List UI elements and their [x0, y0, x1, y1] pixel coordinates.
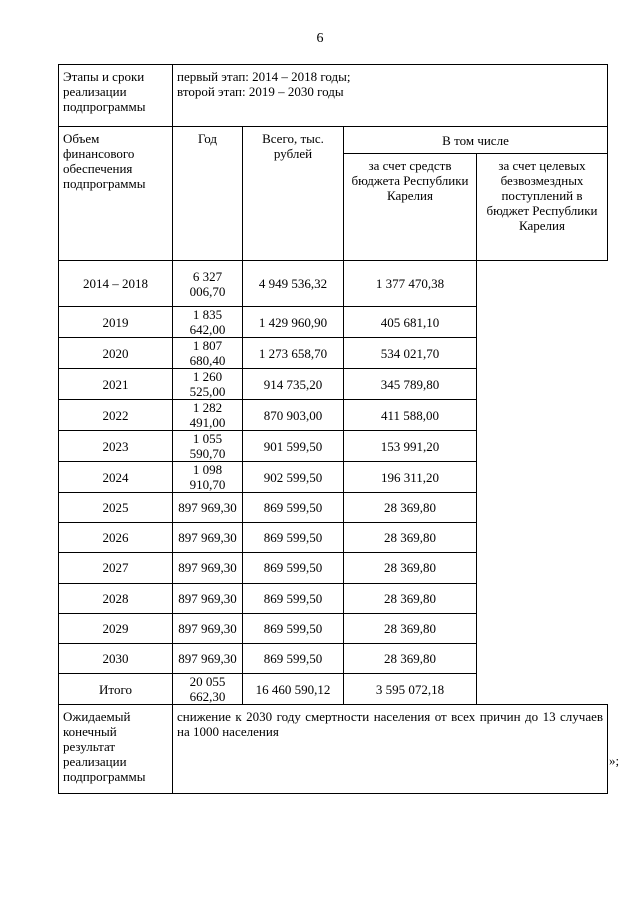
cell-total: 20 055 662,30: [172, 673, 243, 706]
cell-year: 2020: [58, 337, 173, 369]
financing-row: 2024 1 098 910,70 902 599,50 196 311,20: [58, 461, 608, 493]
financing-header-row: Объем финансового обеспечения подпрограм…: [58, 126, 608, 261]
financing-row: 2022 1 282 491,00 870 903,00 411 588,00: [58, 399, 608, 431]
cell-year: 2021: [58, 368, 173, 400]
stage-2: второй этап: 2019 – 2030 годы: [177, 84, 344, 99]
cell-budget: 869 599,50: [242, 491, 344, 524]
financing-row: 2025 897 969,30 869 599,50 28 369,80: [58, 491, 608, 524]
financing-row: 2029 897 969,30 869 599,50 28 369,80: [58, 612, 608, 644]
cell-targeted: 196 311,20: [343, 461, 477, 493]
cell-budget: 16 460 590,12: [242, 673, 344, 706]
cell-year: 2030: [58, 642, 173, 675]
cell-targeted: 28 369,80: [343, 491, 477, 524]
cell-total: 897 969,30: [172, 552, 243, 584]
cell-year: 2025: [58, 491, 173, 524]
header-budget: за счет средств бюджета Республики Карел…: [343, 153, 477, 261]
result-row: Ожидаемый конечный результат реализации …: [58, 704, 608, 795]
result-label: Ожидаемый конечный результат реализации …: [58, 704, 173, 795]
cell-budget: 870 903,00: [242, 399, 344, 431]
header-total: Всего, тыс. рублей: [242, 126, 344, 261]
cell-total: 1 055 590,70: [172, 430, 243, 462]
financing-row: 2021 1 260 525,00 914 735,20 345 789,80: [58, 368, 608, 400]
cell-targeted: 345 789,80: [343, 368, 477, 400]
closing-quote: »;: [609, 753, 620, 768]
stages-label: Этапы и сроки реализации подпрограммы: [58, 64, 173, 127]
cell-targeted: 534 021,70: [343, 337, 477, 369]
cell-targeted: 28 369,80: [343, 522, 477, 554]
cell-total: 1 835 642,00: [172, 306, 243, 338]
subprogram-passport-table: Этапы и сроки реализации подпрограммы пе…: [58, 64, 608, 795]
financing-subheader-row: за счет средств бюджета Республики Карел…: [59, 153, 608, 261]
cell-total: 897 969,30: [172, 522, 243, 554]
financing-row: 2030 897 969,30 869 599,50 28 369,80: [58, 642, 608, 675]
result-value: снижение к 2030 году смертности населени…: [172, 704, 608, 795]
cell-year: 2027: [58, 552, 173, 584]
cell-total: 1 098 910,70: [172, 461, 243, 493]
cell-total: 897 969,30: [172, 612, 243, 644]
cell-total: 6 327 006,70: [172, 260, 243, 307]
cell-targeted: 28 369,80: [343, 582, 477, 614]
cell-budget: 869 599,50: [242, 522, 344, 554]
cell-budget: 4 949 536,32: [242, 260, 344, 307]
cell-total: 897 969,30: [172, 491, 243, 524]
cell-targeted: 28 369,80: [343, 552, 477, 584]
cell-year: Итого: [58, 673, 173, 706]
cell-year: 2014 – 2018: [58, 260, 173, 307]
cell-total: 1 807 680,40: [172, 337, 243, 369]
financing-row: Итого 20 055 662,30 16 460 590,12 3 595 072…: [58, 673, 608, 706]
financing-row: 2019 1 835 642,00 1 429 960,90 405 681,10: [58, 306, 608, 338]
cell-total: 1 282 491,00: [172, 399, 243, 431]
financing-row: 2020 1 807 680,40 1 273 658,70 534 021,70: [58, 337, 608, 369]
cell-year: 2019: [58, 306, 173, 338]
cell-budget: 869 599,50: [242, 642, 344, 675]
cell-year: 2029: [58, 612, 173, 644]
cell-budget: 869 599,50: [242, 612, 344, 644]
stages-row: Этапы и сроки реализации подпрограммы пе…: [58, 64, 608, 127]
cell-targeted: 411 588,00: [343, 399, 477, 431]
cell-total: 897 969,30: [172, 582, 243, 614]
financing-row: 2023 1 055 590,70 901 599,50 153 991,20: [58, 430, 608, 462]
financing-row: 2028 897 969,30 869 599,50 28 369,80: [58, 582, 608, 614]
cell-budget: 914 735,20: [242, 368, 344, 400]
cell-budget: 869 599,50: [242, 582, 344, 614]
stage-1: первый этап: 2014 – 2018 годы;: [177, 69, 351, 84]
cell-year: 2024: [58, 461, 173, 493]
page-number: 6: [316, 31, 324, 46]
financing-row: 2026 897 969,30 869 599,50 28 369,80: [58, 522, 608, 554]
cell-targeted: 28 369,80: [343, 642, 477, 675]
cell-targeted: 28 369,80: [343, 612, 477, 644]
stages-value: первый этап: 2014 – 2018 годы; второй эт…: [172, 64, 608, 127]
cell-targeted: 3 595 072,18: [343, 673, 477, 706]
cell-year: 2026: [58, 522, 173, 554]
cell-total: 1 260 525,00: [172, 368, 243, 400]
cell-budget: 1 429 960,90: [242, 306, 344, 338]
header-including: В том числе: [343, 126, 608, 154]
cell-year: 2028: [58, 582, 173, 614]
financing-row: 2014 – 2018 6 327 006,70 4 949 536,32 1 377…: [58, 260, 608, 307]
cell-budget: 901 599,50: [242, 430, 344, 462]
cell-targeted: 405 681,10: [343, 306, 477, 338]
cell-budget: 869 599,50: [242, 552, 344, 584]
cell-targeted: 153 991,20: [343, 430, 477, 462]
cell-budget: 902 599,50: [242, 461, 344, 493]
financing-row: 2027 897 969,30 869 599,50 28 369,80: [58, 552, 608, 584]
header-targeted: за счет целевых безвозмездных поступлени…: [476, 153, 608, 261]
financing-label: Объем финансового обеспечения подпрограм…: [58, 126, 173, 261]
header-year: Год: [172, 126, 243, 261]
cell-targeted: 1 377 470,38: [343, 260, 477, 307]
cell-year: 2022: [58, 399, 173, 431]
cell-budget: 1 273 658,70: [242, 337, 344, 369]
cell-year: 2023: [58, 430, 173, 462]
cell-total: 897 969,30: [172, 642, 243, 675]
